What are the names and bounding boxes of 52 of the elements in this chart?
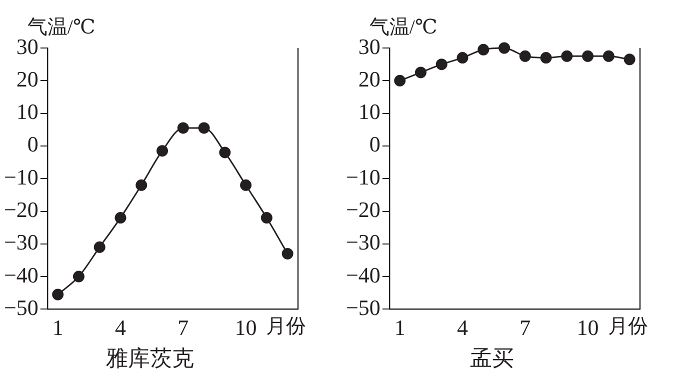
y-tick-label: 0: [27, 132, 38, 157]
y-tick-label: −40: [4, 262, 38, 288]
point: [156, 145, 168, 157]
y-tick-label: −20: [346, 197, 380, 222]
point: [456, 52, 468, 64]
point: [414, 66, 426, 78]
y-tick-label: −30: [4, 230, 38, 255]
point: [561, 50, 573, 62]
y-tick-label: −40: [346, 262, 380, 288]
point: [260, 212, 272, 224]
point: [282, 248, 294, 260]
x-tick-label: 7: [178, 315, 189, 340]
x-tick-label: 7: [520, 315, 531, 340]
point: [136, 179, 148, 191]
y-tick-label: 10: [358, 99, 380, 124]
text: 雅库茨克: [106, 346, 194, 371]
x-tick-label: 10: [576, 315, 599, 340]
point: [198, 122, 210, 134]
text: 孟买: [470, 346, 514, 371]
x-tick-label: 4: [456, 315, 468, 340]
x-tick-label: 4: [114, 315, 126, 340]
point: [240, 179, 252, 191]
y-tick-label: −10: [4, 164, 38, 190]
point: [394, 74, 406, 86]
y-tick-label: −50: [4, 294, 38, 320]
y-tick-label: 20: [16, 66, 38, 92]
x-axis-title: 月份: [266, 315, 306, 338]
point: [177, 122, 189, 134]
point: [219, 146, 231, 158]
y-tick-label: 10: [16, 99, 38, 124]
x-axis-title: 月份: [608, 315, 648, 338]
point: [540, 52, 552, 64]
point: [52, 288, 64, 300]
x-tick-label: 1: [394, 315, 406, 340]
point: [602, 50, 614, 62]
point: [519, 50, 531, 62]
y-tick-label: −50: [346, 294, 380, 320]
x-tick-label: 1: [52, 315, 64, 340]
point: [94, 241, 106, 253]
point: [582, 50, 594, 62]
y-tick-label: −10: [346, 164, 380, 190]
y-tick-label: −20: [4, 197, 38, 222]
x-tick-label: 10: [234, 315, 257, 340]
point: [114, 212, 126, 224]
point: [72, 270, 84, 282]
y-tick-label: 20: [358, 66, 380, 92]
y-tick-label: −30: [346, 230, 380, 255]
point: [498, 42, 510, 54]
point: [478, 44, 490, 56]
point: [624, 54, 636, 66]
point: [436, 58, 448, 70]
y-tick-label: 0: [369, 132, 380, 157]
